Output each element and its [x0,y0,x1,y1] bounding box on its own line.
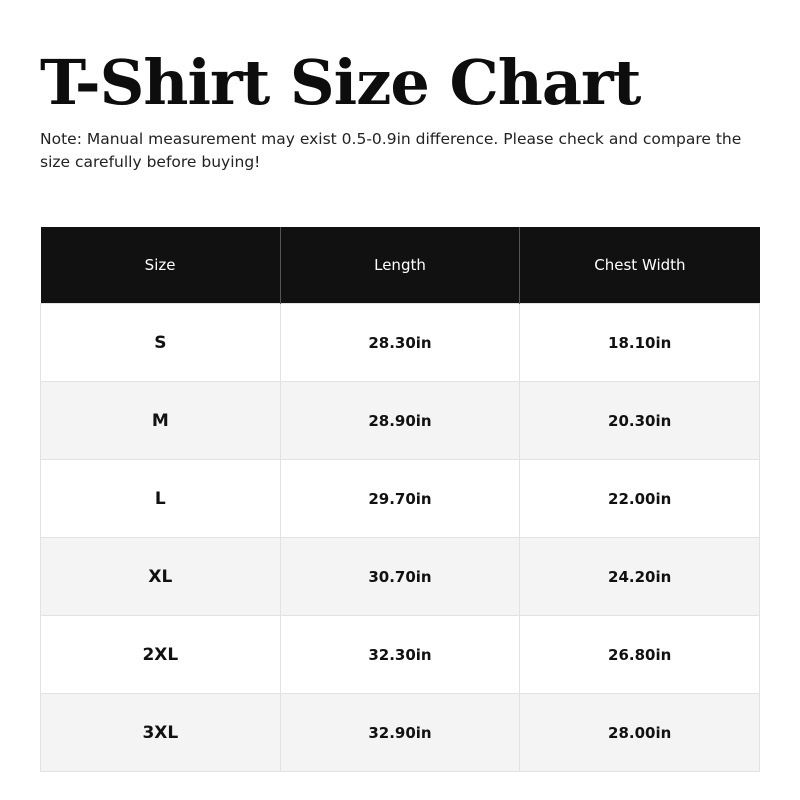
measurement-note: Note: Manual measurement may exist 0.5-0… [40,130,742,171]
length-cell: 29.70in [279,459,521,538]
table-row: S 28.30in 18.10in [40,303,760,382]
size-cell: M [40,381,281,460]
size-cell: S [40,303,281,382]
page-title: T-Shirt Size Chart [40,46,641,119]
length-cell: 28.30in [279,303,521,382]
chest-width-cell: 18.10in [519,303,760,382]
chest-width-cell: 26.80in [519,615,760,694]
size-cell: 3XL [40,693,281,772]
table-row: 2XL 32.30in 26.80in [40,615,760,694]
size-cell: XL [40,537,281,616]
size-chart-table: Size Length Chest Width S 28.30in 18.10in M… [40,227,760,772]
header-size: Size [40,227,281,304]
size-cell: L [40,459,281,538]
table-header-row: Size Length Chest Width [40,227,760,304]
length-cell: 32.90in [279,693,521,772]
table-row: L 29.70in 22.00in [40,459,760,538]
header-chest-width: Chest Width [519,227,760,304]
table-row: XL 30.70in 24.20in [40,537,760,616]
length-cell: 30.70in [279,537,521,616]
chest-width-cell: 22.00in [519,459,760,538]
length-cell: 32.30in [279,615,521,694]
table-row: 3XL 32.90in 28.00in [40,693,760,772]
chest-width-cell: 24.20in [519,537,760,616]
length-cell: 28.90in [279,381,521,460]
size-cell: 2XL [40,615,281,694]
header-length: Length [279,227,520,304]
chest-width-cell: 28.00in [519,693,760,772]
chest-width-cell: 20.30in [519,381,760,460]
table-row: M 28.90in 20.30in [40,381,760,460]
